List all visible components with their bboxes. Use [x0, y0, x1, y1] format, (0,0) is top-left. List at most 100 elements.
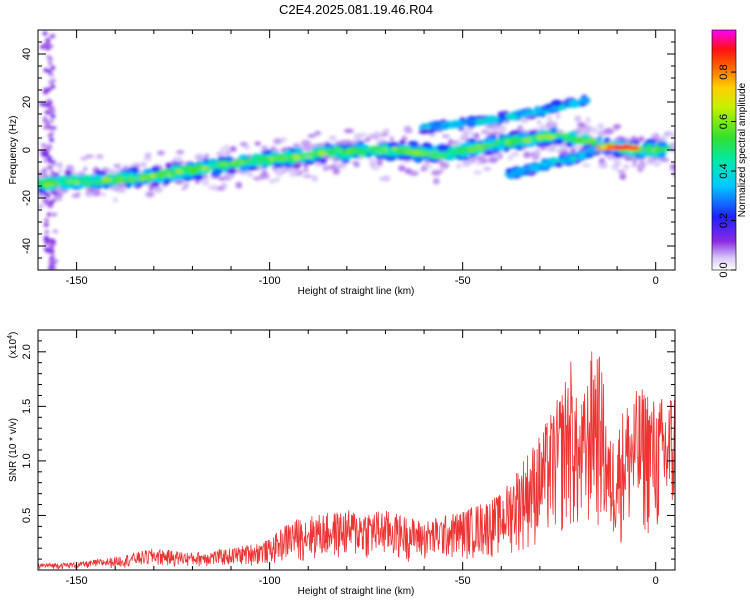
spectrogram-y-label: Frequency (Hz)	[8, 116, 19, 185]
heatmap-ridge-blob	[459, 119, 466, 125]
heatmap-haze-blob	[569, 147, 577, 154]
heatmap-ridge-blob	[577, 152, 587, 158]
heatmap-haze-blob	[301, 139, 311, 147]
heatmap-haze-blob	[302, 169, 310, 173]
heatmap-ridge-blob	[579, 97, 591, 104]
heatmap-ridge-blob	[292, 162, 301, 170]
heatmap-haze-blob	[376, 159, 383, 167]
heatmap-streak-blob	[47, 266, 53, 270]
heatmap-core-blob	[195, 165, 202, 170]
x-tick-label: -150	[66, 575, 88, 587]
colorbar-tick-label: 0.0	[718, 262, 730, 277]
heatmap-streak-blob	[43, 222, 49, 227]
heatmap-streak-blob	[46, 212, 52, 217]
heatmap-streak-blob	[45, 41, 51, 46]
heatmap-haze-blob	[38, 203, 44, 210]
heatmap-ridge-blob	[603, 137, 611, 143]
heatmap-haze-blob	[389, 136, 394, 143]
x-tick-label: 0	[653, 275, 659, 287]
heatmap-haze-blob	[302, 145, 313, 152]
heatmap-haze-blob	[459, 134, 469, 141]
heatmap-haze-blob	[353, 161, 360, 168]
heatmap-ridge-blob	[423, 156, 431, 161]
heatmap-streak-blob	[49, 138, 55, 143]
snr-panel: -150 -100 -50 0 0.5 1.0 1.5 2.0 Height of strai…	[7, 329, 676, 597]
y-tick-label: 20	[21, 96, 33, 108]
heatmap-peak-blob	[621, 144, 630, 149]
heatmap-core-blob	[101, 176, 110, 181]
heatmap-haze-blob	[464, 127, 474, 134]
heatmap-ridge-blob	[584, 147, 597, 154]
heatmap-haze-blob	[536, 119, 542, 125]
heatmap-haze-blob	[311, 175, 318, 182]
heatmap-haze-blob	[244, 144, 250, 150]
heatmap-haze-blob	[235, 181, 243, 189]
heatmap-haze-blob	[485, 130, 491, 135]
heatmap-core-blob	[513, 137, 523, 142]
heatmap-haze-blob	[275, 171, 284, 177]
heatmap-streak-blob	[45, 54, 51, 59]
heatmap-core-blob	[273, 157, 282, 162]
heatmap-core-blob	[115, 177, 126, 182]
heatmap-haze-blob	[398, 165, 406, 172]
heatmap-haze-blob	[490, 131, 501, 136]
heatmap-haze-blob	[403, 125, 412, 133]
heatmap-ridge-blob	[212, 168, 224, 175]
heatmap-ridge-blob	[562, 158, 572, 163]
heatmap-core-blob	[564, 135, 573, 140]
heatmap-haze-blob	[573, 145, 580, 149]
heatmap-ridge-blob	[132, 169, 139, 174]
heatmap-streak-blob	[43, 90, 49, 95]
y-tick-label: 2.0	[21, 344, 33, 359]
heatmap-haze-blob	[95, 154, 104, 160]
heatmap-haze-blob	[613, 124, 622, 129]
heatmap-haze-blob	[473, 170, 483, 175]
heatmap-haze-blob	[659, 157, 670, 162]
heatmap-haze-blob	[221, 151, 232, 156]
heatmap-core-blob	[149, 173, 157, 178]
heatmap-haze-blob	[216, 151, 224, 157]
heatmap-haze-blob	[307, 134, 316, 138]
heatmap-core-blob	[169, 171, 178, 176]
heatmap-haze-blob	[112, 196, 119, 203]
heatmap-streak-blob	[47, 61, 53, 66]
x-tick-label: -100	[259, 575, 281, 587]
heatmap-haze-blob	[181, 186, 187, 191]
heatmap-ridge-blob	[217, 156, 227, 162]
heatmap-haze-blob	[661, 134, 668, 141]
heatmap-core-blob	[158, 172, 167, 177]
heatmap-haze-blob	[429, 132, 436, 137]
heatmap-haze-blob	[534, 148, 541, 156]
heatmap-haze-blob	[156, 150, 165, 156]
heatmap-ridge-blob	[407, 141, 419, 146]
heatmap-ridge-blob	[451, 122, 464, 128]
heatmap-ridge-blob	[64, 169, 72, 177]
heatmap-haze-blob	[101, 192, 107, 197]
heatmap-haze-blob	[205, 153, 210, 157]
heatmap-core-blob	[394, 148, 403, 153]
heatmap-ridge-blob	[225, 155, 233, 163]
snr-scale-label: (x104)	[7, 332, 19, 359]
heatmap-streak-blob	[44, 110, 50, 115]
heatmap-streak-blob	[46, 124, 52, 129]
spectrogram-heatmap	[38, 31, 675, 270]
heatmap-haze-blob	[224, 144, 229, 150]
heatmap-haze-blob	[275, 177, 280, 182]
heatmap-haze-blob	[272, 166, 277, 171]
heatmap-haze-blob	[669, 163, 675, 171]
heatmap-ridge-blob	[477, 140, 484, 145]
heatmap-core-blob	[250, 158, 258, 163]
heatmap-core-blob	[544, 134, 554, 139]
heatmap-ridge-blob	[401, 155, 414, 161]
heatmap-streak-blob	[46, 87, 52, 92]
heatmap-haze-blob	[363, 138, 371, 142]
heatmap-haze-blob	[303, 163, 309, 170]
heatmap-streak-blob	[47, 145, 53, 150]
heatmap-streak-blob	[48, 73, 54, 78]
heatmap-ridge-blob	[541, 140, 552, 147]
heatmap-core-blob	[370, 149, 377, 154]
heatmap-core-blob	[55, 180, 65, 185]
heatmap-ridge-blob	[360, 144, 369, 149]
heatmap-ridge-blob	[596, 136, 603, 142]
heatmap-streak-blob	[48, 263, 54, 268]
